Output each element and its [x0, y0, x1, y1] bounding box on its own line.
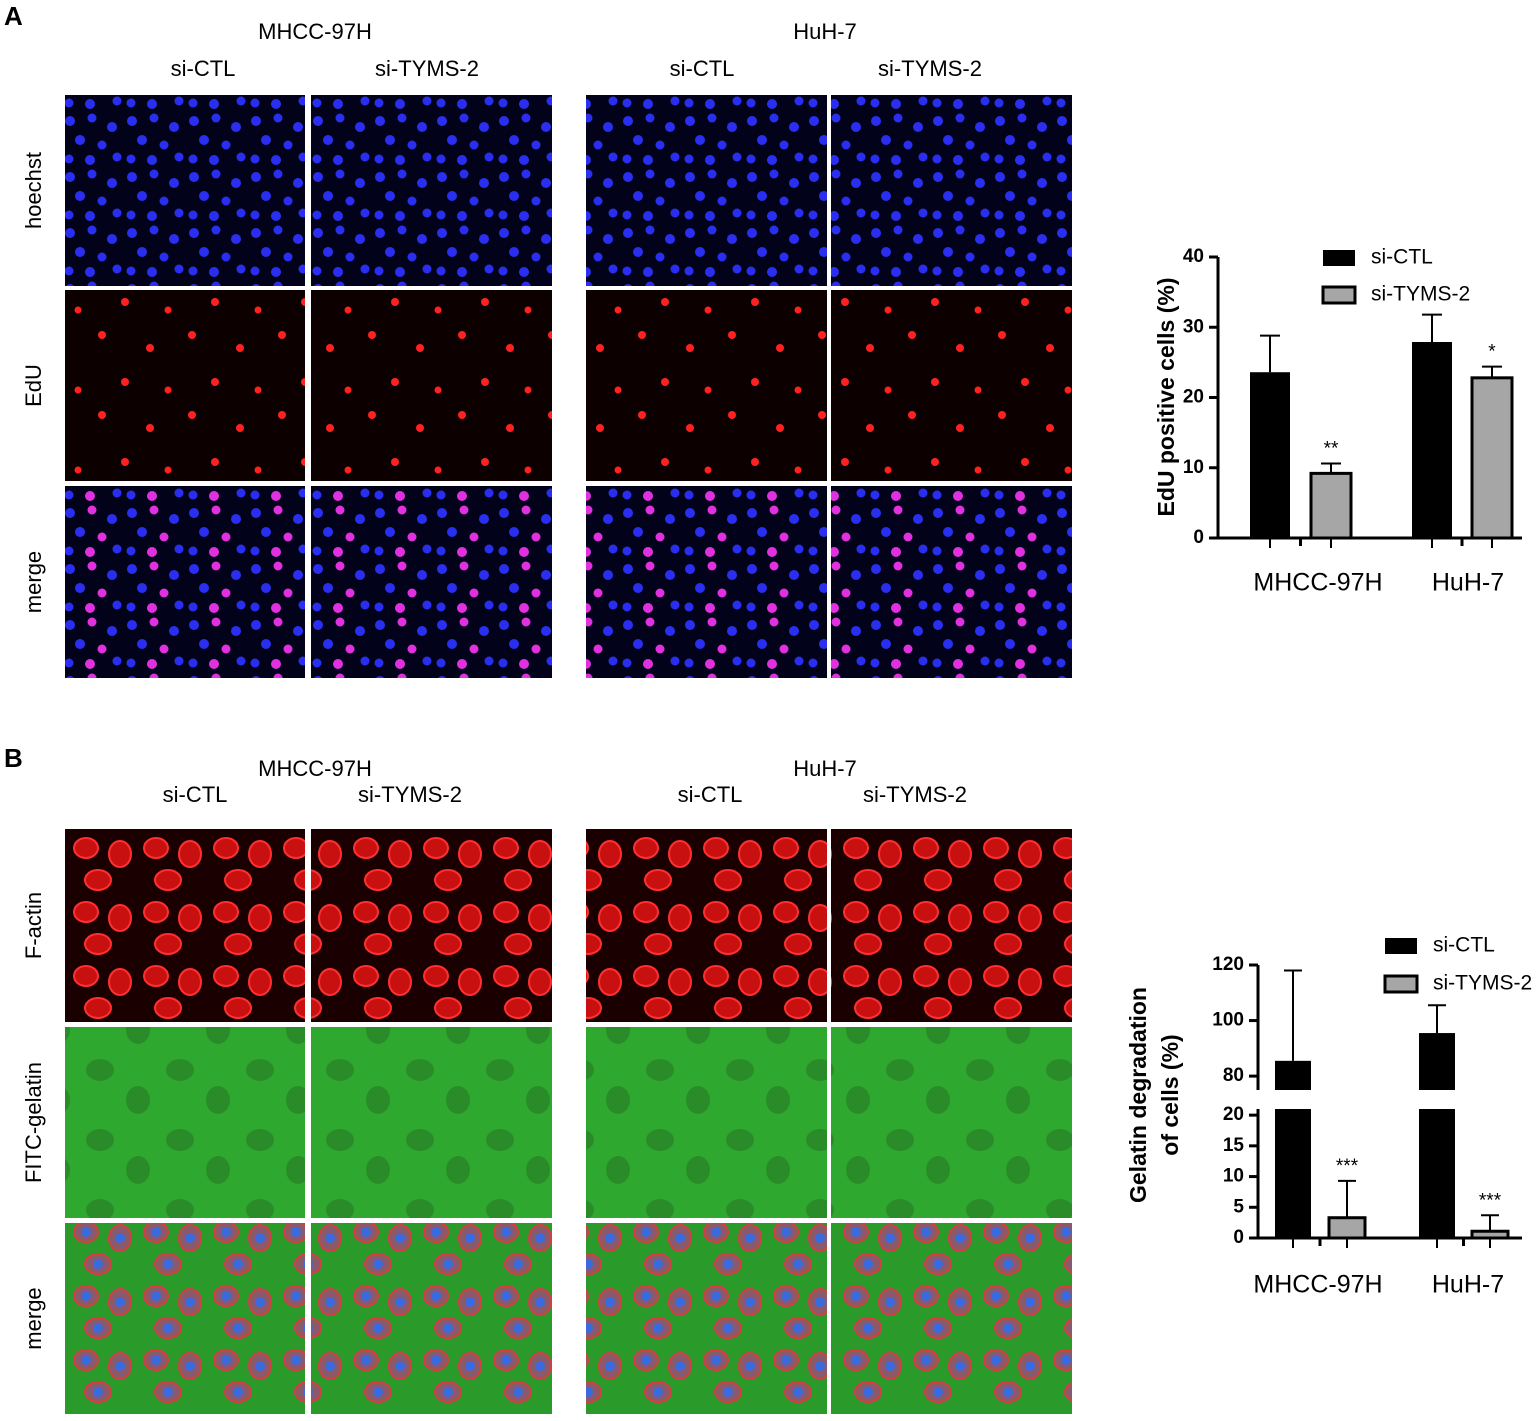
significance-label: ** — [1324, 439, 1339, 460]
y-tick-label: 5 — [1233, 1196, 1244, 1217]
panel-label: A — [4, 1, 23, 31]
microscopy-image — [831, 829, 1072, 1022]
microscopy-image — [586, 290, 827, 481]
bar — [1470, 1229, 1510, 1240]
x-tick-label: MHCC-97H — [1253, 1271, 1382, 1299]
x-tick-label: HuH-7 — [1432, 569, 1504, 597]
condition-label: si-TYMS-2 — [375, 56, 479, 81]
microscopy-image — [65, 1223, 305, 1414]
row-label: merge — [21, 1287, 46, 1349]
row-label: merge — [21, 551, 46, 613]
cell-line-label: HuH-7 — [793, 756, 857, 781]
legend-label: si-TYMS-2 — [1371, 283, 1470, 306]
row-label: hoechst — [21, 152, 46, 229]
condition-label: si-CTL — [678, 782, 743, 807]
legend-label: si-CTL — [1371, 246, 1433, 269]
legend-label: si-CTL — [1433, 934, 1495, 957]
cell-line-label: MHCC-97H — [258, 19, 372, 44]
significance-label: *** — [1479, 1190, 1502, 1211]
row-label: FITC-gelatin — [21, 1062, 46, 1183]
panel-label: B — [4, 743, 23, 773]
condition-label: si-CTL — [670, 56, 735, 81]
bar — [1250, 372, 1290, 538]
microscopy-image — [586, 486, 827, 678]
microscopy-image — [65, 95, 305, 286]
significance-label: *** — [1336, 1156, 1359, 1177]
microscopy-image — [311, 1027, 552, 1218]
y-tick-label: 0 — [1233, 1227, 1244, 1248]
microscopy-image — [65, 1027, 305, 1218]
microscopy-image — [311, 829, 552, 1022]
row-label: EdU — [21, 364, 46, 407]
bar — [1412, 342, 1452, 538]
bar — [1275, 1109, 1311, 1238]
x-tick-label: MHCC-97H — [1253, 569, 1382, 597]
y-axis-label: EdU positive cells (%) — [1153, 277, 1179, 516]
y-tick-label: 30 — [1183, 316, 1204, 337]
y-axis-label: Gelatin degradation — [1125, 987, 1151, 1203]
microscopy-image — [831, 1027, 1072, 1218]
condition-label: si-TYMS-2 — [878, 56, 982, 81]
significance-label: * — [1488, 342, 1496, 363]
microscopy-image — [831, 486, 1072, 678]
condition-label: si-TYMS-2 — [863, 782, 967, 807]
microscopy-image — [586, 95, 827, 286]
y-tick-label: 100 — [1212, 1010, 1244, 1031]
bar — [1419, 1109, 1455, 1238]
y-tick-label: 80 — [1223, 1065, 1244, 1086]
microscopy-image — [586, 1223, 827, 1414]
cell-line-label: HuH-7 — [793, 19, 857, 44]
microscopy-image — [311, 486, 552, 678]
row-label: F-actin — [21, 892, 46, 959]
microscopy-image — [831, 290, 1072, 481]
bar — [1419, 1033, 1455, 1090]
condition-label: si-CTL — [163, 782, 228, 807]
bar — [1275, 1060, 1311, 1090]
bar — [1327, 1216, 1367, 1240]
y-axis-label: of cells (%) — [1157, 1034, 1183, 1155]
x-tick-label: HuH-7 — [1432, 1271, 1504, 1299]
y-tick-label: 20 — [1223, 1104, 1244, 1125]
legend-label: si-TYMS-2 — [1433, 972, 1532, 995]
bar — [1309, 471, 1353, 540]
condition-label: si-TYMS-2 — [358, 782, 462, 807]
microscopy-image — [311, 95, 552, 286]
microscopy-image — [65, 486, 305, 678]
microscopy-image — [831, 95, 1072, 286]
legend-swatch — [1321, 285, 1357, 305]
condition-label: si-CTL — [171, 56, 236, 81]
bar — [1470, 376, 1514, 540]
microscopy-image — [65, 829, 305, 1022]
y-tick-label: 0 — [1193, 527, 1204, 548]
y-tick-label: 20 — [1183, 387, 1204, 408]
microscopy-image — [311, 1223, 552, 1414]
microscopy-image — [65, 290, 305, 481]
microscopy-image — [831, 1223, 1072, 1414]
microscopy-image — [311, 290, 552, 481]
y-tick-label: 10 — [1223, 1166, 1244, 1187]
microscopy-image — [586, 829, 827, 1022]
legend-swatch — [1385, 938, 1417, 954]
legend-swatch — [1383, 974, 1419, 994]
y-tick-label: 120 — [1212, 954, 1244, 975]
cell-line-label: MHCC-97H — [258, 756, 372, 781]
legend-swatch — [1323, 250, 1355, 266]
y-tick-label: 15 — [1223, 1135, 1245, 1156]
y-tick-label: 40 — [1183, 246, 1204, 267]
y-tick-label: 10 — [1183, 457, 1204, 478]
microscopy-image — [586, 1027, 827, 1218]
